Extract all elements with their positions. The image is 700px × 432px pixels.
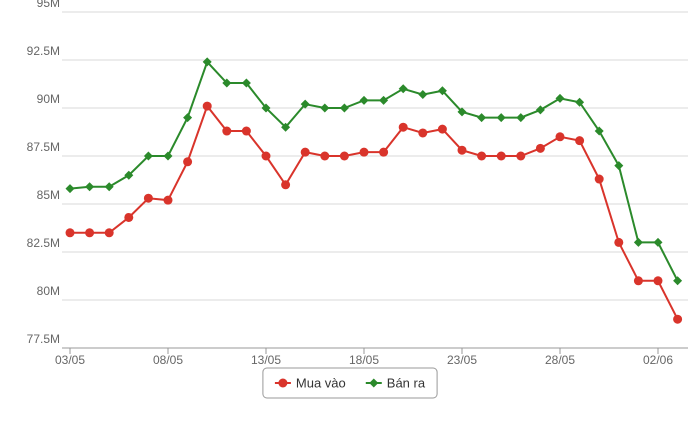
point [398, 122, 408, 132]
point [222, 126, 232, 136]
point [555, 132, 565, 142]
point [575, 97, 585, 107]
point [535, 143, 545, 153]
point [104, 228, 114, 238]
y-tick-label: 85M [37, 188, 60, 202]
point [300, 99, 310, 109]
point [202, 101, 212, 111]
x-tick-label: 02/06 [643, 353, 673, 367]
legend-label: Bán ra [387, 375, 426, 390]
y-tick-label: 82.5M [27, 236, 60, 250]
point [594, 174, 604, 184]
point [496, 113, 506, 123]
point [398, 84, 408, 94]
point [143, 193, 153, 203]
point [104, 182, 114, 192]
point [183, 113, 193, 123]
point [339, 103, 349, 113]
x-tick-label: 13/05 [251, 353, 281, 367]
point [143, 151, 153, 161]
legend-marker [369, 378, 379, 388]
point [163, 151, 173, 161]
point [516, 151, 526, 161]
y-tick-label: 80M [37, 284, 60, 298]
point [614, 161, 624, 171]
point [575, 136, 585, 146]
point [653, 237, 663, 247]
legend-marker [278, 378, 288, 388]
point [418, 128, 428, 138]
point [281, 180, 291, 190]
point [673, 276, 683, 286]
point [555, 93, 565, 103]
point [261, 103, 271, 113]
point [320, 151, 330, 161]
y-tick-label: 90M [37, 92, 60, 106]
y-tick-label: 77.5M [27, 332, 60, 346]
point [183, 157, 193, 167]
y-tick-label: 87.5M [27, 140, 60, 154]
point [124, 212, 134, 222]
point [241, 78, 251, 88]
series-line [69, 60, 679, 282]
y-tick-label: 95M [37, 0, 60, 10]
series-line [70, 104, 679, 320]
point [594, 126, 604, 136]
point [241, 126, 251, 136]
x-tick-label: 23/05 [447, 353, 477, 367]
point [281, 122, 291, 132]
point [222, 78, 232, 88]
point [85, 228, 95, 238]
legend-box [262, 367, 438, 399]
point [379, 147, 389, 157]
point [261, 151, 271, 161]
point [477, 151, 487, 161]
x-tick-label: 08/05 [153, 353, 183, 367]
point [457, 145, 467, 155]
point [633, 237, 643, 247]
y-tick-label: 92.5M [27, 44, 60, 58]
point [673, 314, 683, 324]
x-tick-label: 18/05 [349, 353, 379, 367]
point [437, 86, 447, 96]
x-tick-label: 03/05 [55, 353, 85, 367]
point [320, 103, 330, 113]
legend-item[interactable]: Bán ra [365, 375, 426, 390]
point [379, 95, 389, 105]
point [202, 57, 212, 67]
point [496, 151, 506, 161]
point [633, 276, 643, 286]
point [418, 90, 428, 100]
x-tick-label: 28/05 [545, 353, 575, 367]
point [339, 151, 349, 161]
legend: Mua vào Bán ra [262, 367, 438, 399]
point [359, 95, 369, 105]
point [457, 107, 467, 117]
point [65, 184, 75, 194]
point [653, 276, 663, 286]
point [516, 113, 526, 123]
point [163, 195, 173, 205]
legend-item[interactable]: Mua vào [274, 375, 346, 390]
point [437, 124, 447, 134]
point [300, 147, 310, 157]
point [535, 105, 545, 115]
point [359, 147, 369, 157]
point [65, 228, 75, 238]
legend-label: Mua vào [296, 375, 346, 390]
point [124, 170, 134, 180]
point [477, 113, 487, 123]
point [614, 237, 624, 247]
point [85, 182, 95, 192]
